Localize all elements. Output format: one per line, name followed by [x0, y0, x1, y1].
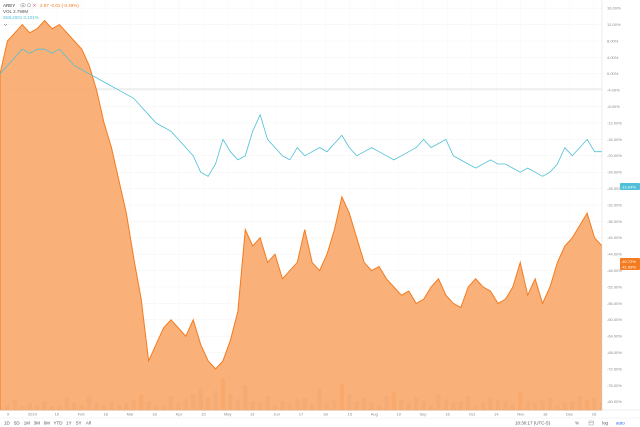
x-tick-label: Jun	[273, 412, 279, 417]
collapse-legend-icon[interactable]	[3, 23, 8, 26]
y-tick-label: -32.00%	[607, 202, 622, 207]
legend: AREY 2.87 -0.01 (-0.49%) VOL 2.799M SML2…	[3, 3, 79, 26]
x-tick-label: 13	[250, 412, 255, 417]
y-axis-ticks[interactable]: 16.00% 12.00% 8.00% 4.00% 0.00% -4.00% -8.00% -…	[607, 6, 622, 405]
x-tick-label: Apr	[176, 412, 183, 417]
x-tick-label: May	[224, 412, 232, 417]
volume-label: VOL 2.799M	[3, 9, 28, 14]
timeframe-button[interactable]: YTD	[54, 421, 64, 426]
y-tick-label: -64.00%	[607, 334, 622, 339]
y-tick-label: -68.00%	[607, 350, 622, 355]
y-tick-label: -72.00%	[607, 366, 622, 371]
x-tick-label: Jul	[323, 412, 328, 417]
main-last-value-badge: -40.72% -41.99%	[620, 258, 640, 270]
calendar-range-icon[interactable]	[588, 420, 594, 426]
y-tick-label: -20.00%	[607, 153, 622, 158]
y-tick-label: -4.00%	[607, 88, 620, 93]
x-tick-label: 18	[103, 412, 108, 417]
price-change-label: 2.87 -0.01 (-0.49%)	[40, 3, 79, 8]
y-tick-label: -44.00%	[607, 252, 622, 257]
eye-icon[interactable]	[20, 3, 26, 8]
compare-series-line	[0, 48, 602, 177]
right-axis-background	[602, 0, 640, 410]
log-scale-button[interactable]: log	[602, 421, 609, 426]
settings-icon[interactable]	[27, 3, 31, 8]
y-tick-label: -40.00%	[607, 235, 622, 240]
y-tick-label: -36.00%	[607, 219, 622, 224]
x-tick-label: 9	[7, 412, 10, 417]
x-tick-label: Mar	[127, 412, 135, 417]
x-tick-label: 18	[543, 412, 548, 417]
main-last-value-label: -40.72%	[621, 259, 636, 264]
y-tick-label: -12.00%	[607, 120, 622, 125]
y-tick-label: -16.00%	[607, 137, 622, 142]
x-tick-label: 16	[55, 412, 60, 417]
x-tick-label: 14	[494, 412, 499, 417]
y-tick-label: -48.00%	[607, 268, 622, 273]
y-tick-label: 4.00%	[607, 55, 619, 60]
y-tick-label: 0.00%	[607, 71, 619, 76]
x-tick-label: Feb	[78, 412, 86, 417]
y-tick-label: -80.00%	[607, 399, 622, 404]
compare-last-value-badge: -19.64%	[620, 183, 640, 190]
main-last-value-sublabel: -41.99%	[621, 265, 636, 270]
close-icon[interactable]	[32, 3, 37, 7]
main-series-area	[0, 19, 603, 411]
y-tick-label: -8.00%	[607, 104, 620, 109]
compare-last-value-label: -19.64%	[621, 185, 636, 190]
percent-scale-button[interactable]: %	[575, 421, 579, 426]
x-tick-label: Nov	[517, 412, 524, 417]
y-tick-label: -24.00%	[607, 170, 622, 175]
y-tick-label: -28.00%	[607, 186, 622, 191]
y-tick-label: -56.00%	[607, 301, 622, 306]
timeframe-button[interactable]: All	[86, 421, 91, 426]
x-axis-ticks[interactable]: 9 2019 16 Feb 18 Mar 18 Apr 15 May 13 Jun 17 Jul 15 Aug…	[7, 412, 597, 417]
x-tick-label: 18	[152, 412, 157, 417]
y-tick-label: -60.00%	[607, 317, 622, 322]
x-tick-label: 15	[348, 412, 353, 417]
y-tick-label: 16.00%	[607, 6, 621, 11]
x-tick-label: Sep	[420, 412, 428, 417]
timeframe-button[interactable]: 1D	[4, 421, 11, 426]
y-tick-label: -52.00%	[607, 284, 622, 289]
timeframe-button[interactable]: 1Y	[66, 421, 72, 426]
x-tick-label: 2019	[28, 412, 38, 417]
timeframe-buttons: 1D 5D 1M 3M 6M YTD 1Y 5Y All	[4, 421, 91, 426]
x-tick-label: Dec	[566, 412, 573, 417]
x-tick-label: Aug	[371, 412, 378, 417]
y-tick-label: 12.00%	[607, 22, 621, 27]
timeframe-button[interactable]: 5Y	[76, 421, 82, 426]
timeframe-button[interactable]: 6M	[44, 421, 51, 426]
y-tick-label: -76.00%	[607, 383, 622, 388]
x-tick-label: 16	[445, 412, 450, 417]
symbol-label[interactable]: AREY	[3, 3, 15, 8]
index-compare-label: SML2001 0.101%	[3, 15, 39, 20]
x-tick-label: Oct	[469, 412, 476, 417]
timeframe-button[interactable]: 3M	[34, 421, 41, 426]
x-tick-label: 16	[592, 412, 597, 417]
timeframe-button[interactable]: 5D	[14, 421, 21, 426]
auto-scale-button[interactable]: auto	[616, 421, 625, 426]
timeframe-button[interactable]: 1M	[24, 421, 31, 426]
x-tick-label: 15	[201, 412, 206, 417]
y-tick-label: 8.00%	[607, 38, 619, 43]
clock-label: 10:30:17 (UTC-5)	[515, 421, 551, 426]
x-tick-label: 17	[299, 412, 304, 417]
x-tick-label: 19	[396, 412, 401, 417]
